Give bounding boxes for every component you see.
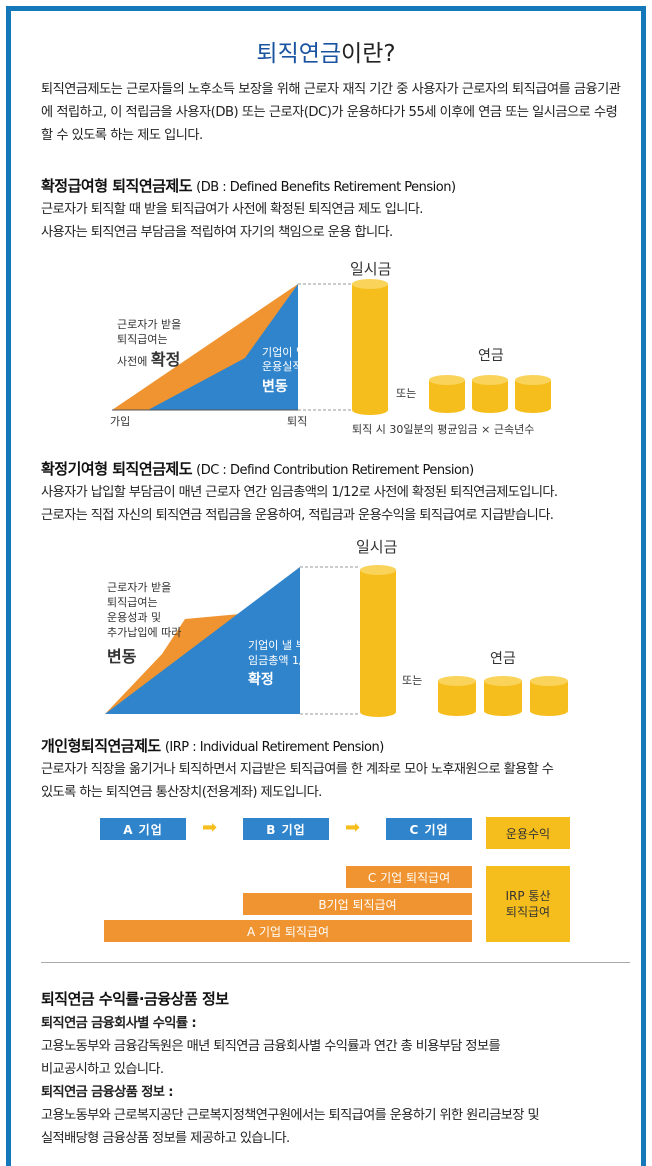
section-divider — [41, 962, 630, 963]
dc-heading-title: 확정기여형 퇴직연금제도 — [41, 460, 193, 478]
db-company-strong: 변동 — [262, 379, 288, 395]
db-formula: 퇴직 시 30일분의 평균임금 × 근속년수 — [352, 422, 534, 436]
svg-text:사전에 확정: 사전에 확정 — [117, 350, 180, 369]
irp-line-1: 근로자가 직장을 옮기거나 퇴직하면서 지급받은 퇴직급여를 한 계좌로 모아 … — [41, 762, 554, 777]
info-heading-title: 퇴직연금 수익률·금융상품 정보 — [41, 990, 229, 1008]
dc-line-1: 사용자가 납입할 부담금이 매년 근로자 연간 임금총액의 1/12로 사전에 … — [41, 485, 558, 500]
db-line-1: 근로자가 퇴직할 때 받을 퇴직급여가 사전에 확정된 퇴직연금 제도 입니다. — [41, 202, 424, 217]
info-subheading-1: 퇴직연금 금융회사별 수익률 : — [41, 1016, 197, 1031]
irp-heading: 개인형퇴직연금제도 (IRP : Individual Retirement P… — [41, 735, 384, 756]
db-worker-line-3: 사전에 — [117, 355, 147, 368]
db-diagram: 근로자가 받을 퇴직급여는 사전에 확정 기업이 낼 부담금은 운용실적에 따라… — [110, 260, 551, 436]
irp-total-line-2: 퇴직급여 — [505, 905, 551, 919]
db-retire-label: 퇴직 — [287, 415, 307, 428]
irp-line-2: 있도록 하는 퇴직연금 통산장치(전용계좌) 제도입니다. — [41, 785, 322, 800]
db-heading-sub: (DB : Defined Benefits Retirement Pensio… — [196, 180, 456, 195]
info-text-2-line-2: 실적배당형 금융상품 정보를 제공하고 있습니다. — [41, 1131, 290, 1146]
dc-lumpsum-cylinder — [360, 565, 396, 717]
irp-heading-title: 개인형퇴직연금제도 — [41, 737, 161, 755]
db-heading-title: 확정급여형 퇴직연금제도 — [41, 177, 193, 195]
dc-worker-line-4: 추가납입에 따라 — [107, 626, 181, 639]
db-company-area — [148, 284, 298, 410]
company-a-box: A 기업 — [100, 818, 186, 840]
irp-total-box: IRP 통산 퇴직급여 — [486, 866, 570, 942]
dc-lumpsum-label: 일시금 — [356, 538, 398, 556]
info-heading: 퇴직연금 수익률·금융상품 정보 — [41, 988, 229, 1009]
company-c-box: C 기업 — [386, 818, 472, 840]
title-rest: 이란? — [341, 41, 396, 67]
dc-heading-sub: (DC : Defind Contribution Retirement Pen… — [196, 463, 474, 478]
dc-worker-line-1: 근로자가 받을 — [107, 581, 171, 594]
info-body: 퇴직연금 금융회사별 수익률 : 고용노동부와 금융감독원은 매년 퇴직연금 금… — [41, 1012, 641, 1150]
db-lumpsum-cylinder — [352, 279, 388, 415]
dc-worker-line-3: 운용성과 및 — [107, 611, 161, 624]
dc-worker-strong: 변동 — [107, 647, 137, 666]
db-or-label: 또는 — [396, 387, 416, 400]
page-title: 퇴직연금이란? — [0, 34, 652, 68]
db-annuity-label: 연금 — [478, 348, 504, 364]
db-description: 근로자가 퇴직할 때 받을 퇴직급여가 사전에 확정된 퇴직연금 제도 입니다.… — [41, 198, 641, 244]
dc-company-strong: 확정 — [248, 671, 274, 688]
arrow-right-icon: ➡ — [345, 817, 361, 838]
intro-paragraph: 퇴직연금제도는 근로자들의 노후소득 보장을 위해 근로자 재직 기간 중 사용… — [41, 82, 621, 143]
db-worker-line-2: 퇴직급여는 — [117, 333, 168, 346]
irp-description: 근로자가 직장을 옮기거나 퇴직하면서 지급받은 퇴직급여를 한 계좌로 모아 … — [41, 758, 641, 804]
dc-annuity-cylinders — [438, 676, 568, 716]
dc-description: 사용자가 납입할 부담금이 매년 근로자 연간 임금총액의 1/12로 사전에 … — [41, 481, 641, 527]
dc-company-line-1: 기업이 낼 부담금은 — [248, 639, 336, 652]
irp-total-line-1: IRP 통산 — [505, 889, 551, 903]
arrow-right-icon: ➡ — [202, 817, 218, 838]
a-benefit-bar: A 기업 퇴직급여 — [104, 920, 472, 942]
content-frame — [6, 6, 646, 1166]
info-text-1-line-2: 비교공시하고 있습니다. — [41, 1062, 164, 1077]
b-benefit-bar: B기업 퇴직급여 — [243, 893, 472, 915]
info-subheading-2: 퇴직연금 금융상품 정보 : — [41, 1085, 174, 1100]
dc-annuity-label: 연금 — [490, 651, 516, 667]
returns-box: 운용수익 — [486, 817, 570, 849]
dc-company-line-2: 임금총액 1/12 — [248, 654, 317, 667]
info-text-1-line-1: 고용노동부와 금융감독원은 매년 퇴직연금 금융회사별 수익률과 연간 총 비용… — [41, 1039, 501, 1054]
dc-diagram: 근로자가 받을 퇴직급여는 운용성과 및 추가납입에 따라 변동 기업이 낼 부… — [105, 538, 568, 717]
db-worker-line-1: 근로자가 받을 — [117, 318, 181, 331]
db-heading: 확정급여형 퇴직연금제도 (DB : Defined Benefits Reti… — [41, 175, 456, 196]
dc-or-label: 또는 — [402, 674, 422, 687]
dc-company-area — [105, 567, 300, 714]
dc-worker-line-2: 퇴직급여는 — [107, 596, 158, 609]
info-text-2-line-1: 고용노동부와 근로복지공단 근로복지정책연구원에서는 퇴직급여를 운용하기 위한… — [41, 1108, 540, 1123]
c-benefit-bar: C 기업 퇴직급여 — [346, 866, 472, 888]
db-join-label: 가입 — [110, 415, 130, 428]
db-company-line-1: 기업이 낼 부담금은 — [262, 346, 350, 359]
db-line-2: 사용자는 퇴직연금 부담금을 적립하여 자기의 책임으로 운용 합니다. — [41, 225, 393, 240]
db-company-line-2: 운용실적에 따라 — [262, 360, 336, 373]
db-annuity-cylinders — [429, 375, 551, 413]
db-worker-strong: 확정 — [151, 350, 180, 369]
dc-line-2: 근로자는 직접 자신의 퇴직연금 적립금을 운용하여, 적립금과 운용수익을 퇴… — [41, 508, 554, 523]
dc-heading: 확정기여형 퇴직연금제도 (DC : Defind Contribution R… — [41, 458, 474, 479]
company-b-box: B 기업 — [243, 818, 329, 840]
title-highlight: 퇴직연금 — [256, 41, 342, 67]
db-lumpsum-label: 일시금 — [350, 260, 392, 278]
irp-heading-sub: (IRP : Individual Retirement Pension) — [164, 740, 384, 755]
